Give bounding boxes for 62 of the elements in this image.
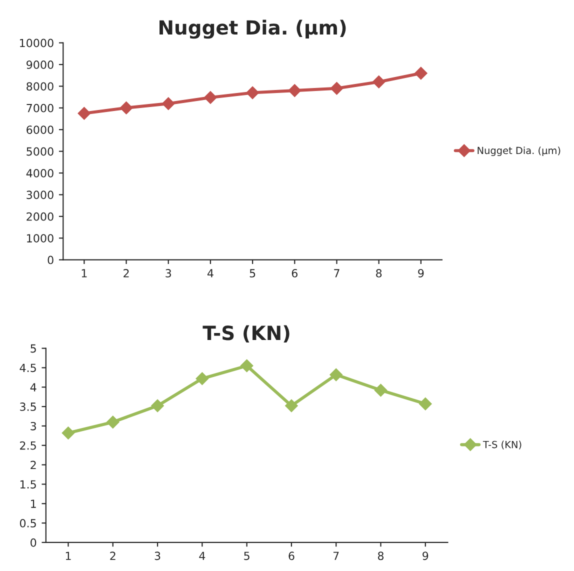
x-tick-label: 2 xyxy=(124,269,129,278)
x-tick-label: 6 xyxy=(288,552,294,560)
point xyxy=(372,75,386,88)
y-tick-label: 4.5 xyxy=(20,364,36,372)
y-tick-label: 5000 xyxy=(26,147,54,156)
point xyxy=(78,106,91,120)
point xyxy=(106,416,120,428)
y-tick-label: 2.5 xyxy=(20,441,36,450)
y-tick-label: 0.5 xyxy=(20,519,36,528)
point xyxy=(330,368,343,382)
x-tick-label: 1 xyxy=(66,552,71,560)
y-tick-label: 8000 xyxy=(26,82,54,91)
chart-title: Nugget Dia. (µm) xyxy=(160,20,346,39)
y-tick-label: 2000 xyxy=(26,212,54,221)
x-tick-label: 3 xyxy=(154,552,160,560)
x-tick-label: 1 xyxy=(82,269,87,278)
chart-title: T-S (KN) xyxy=(202,325,290,343)
point xyxy=(285,399,298,412)
y-tick-label: 5 xyxy=(30,344,36,353)
point xyxy=(151,399,164,412)
x-tick-label: 8 xyxy=(376,269,382,278)
y-tick-label: 3 xyxy=(30,422,36,430)
y-tick-label: 1000 xyxy=(27,234,54,242)
y-tick-label: 1.5 xyxy=(20,480,36,489)
x-tick-label: 7 xyxy=(333,552,339,560)
x-tick-label: 5 xyxy=(244,552,250,560)
point xyxy=(196,372,209,386)
x-tick-label: 4 xyxy=(199,552,206,560)
x-tick-label: 8 xyxy=(378,552,384,560)
point xyxy=(240,359,254,372)
legend-label: Nugget Dia. (µm) xyxy=(478,146,560,156)
x-tick-label: 9 xyxy=(418,269,424,278)
x-tick-label: 4 xyxy=(207,269,214,278)
point xyxy=(120,102,133,114)
x-tick-label: 5 xyxy=(250,269,256,278)
x-tick-label: 3 xyxy=(166,269,172,278)
y-tick-label: 4000 xyxy=(26,168,54,178)
y-tick-label: 1 xyxy=(31,500,36,508)
y-tick-label: 9000 xyxy=(26,60,54,69)
point xyxy=(330,82,344,95)
x-tick-label: 2 xyxy=(110,552,116,560)
point xyxy=(162,97,175,110)
y-tick-label: 2 xyxy=(30,460,36,470)
y-tick-label: 7000 xyxy=(26,104,54,112)
point xyxy=(414,66,428,80)
x-tick-label: 7 xyxy=(334,269,340,278)
y-tick-label: 0 xyxy=(30,538,36,547)
point xyxy=(62,426,75,440)
point xyxy=(288,84,302,97)
y-tick-label: 3000 xyxy=(26,190,54,200)
point xyxy=(418,397,432,410)
point xyxy=(374,384,388,397)
point xyxy=(246,86,259,100)
y-tick-label: 0 xyxy=(48,256,54,264)
x-tick-label: 6 xyxy=(292,269,298,278)
y-tick-label: 4 xyxy=(30,383,36,392)
legend-label: T-S (KN) xyxy=(482,440,522,450)
x-tick-label: 9 xyxy=(422,552,428,560)
y-tick-label: 3.5 xyxy=(20,402,36,411)
y-tick-label: 6000 xyxy=(26,126,54,134)
point xyxy=(204,91,217,104)
y-tick-label: 10000 xyxy=(20,38,54,48)
